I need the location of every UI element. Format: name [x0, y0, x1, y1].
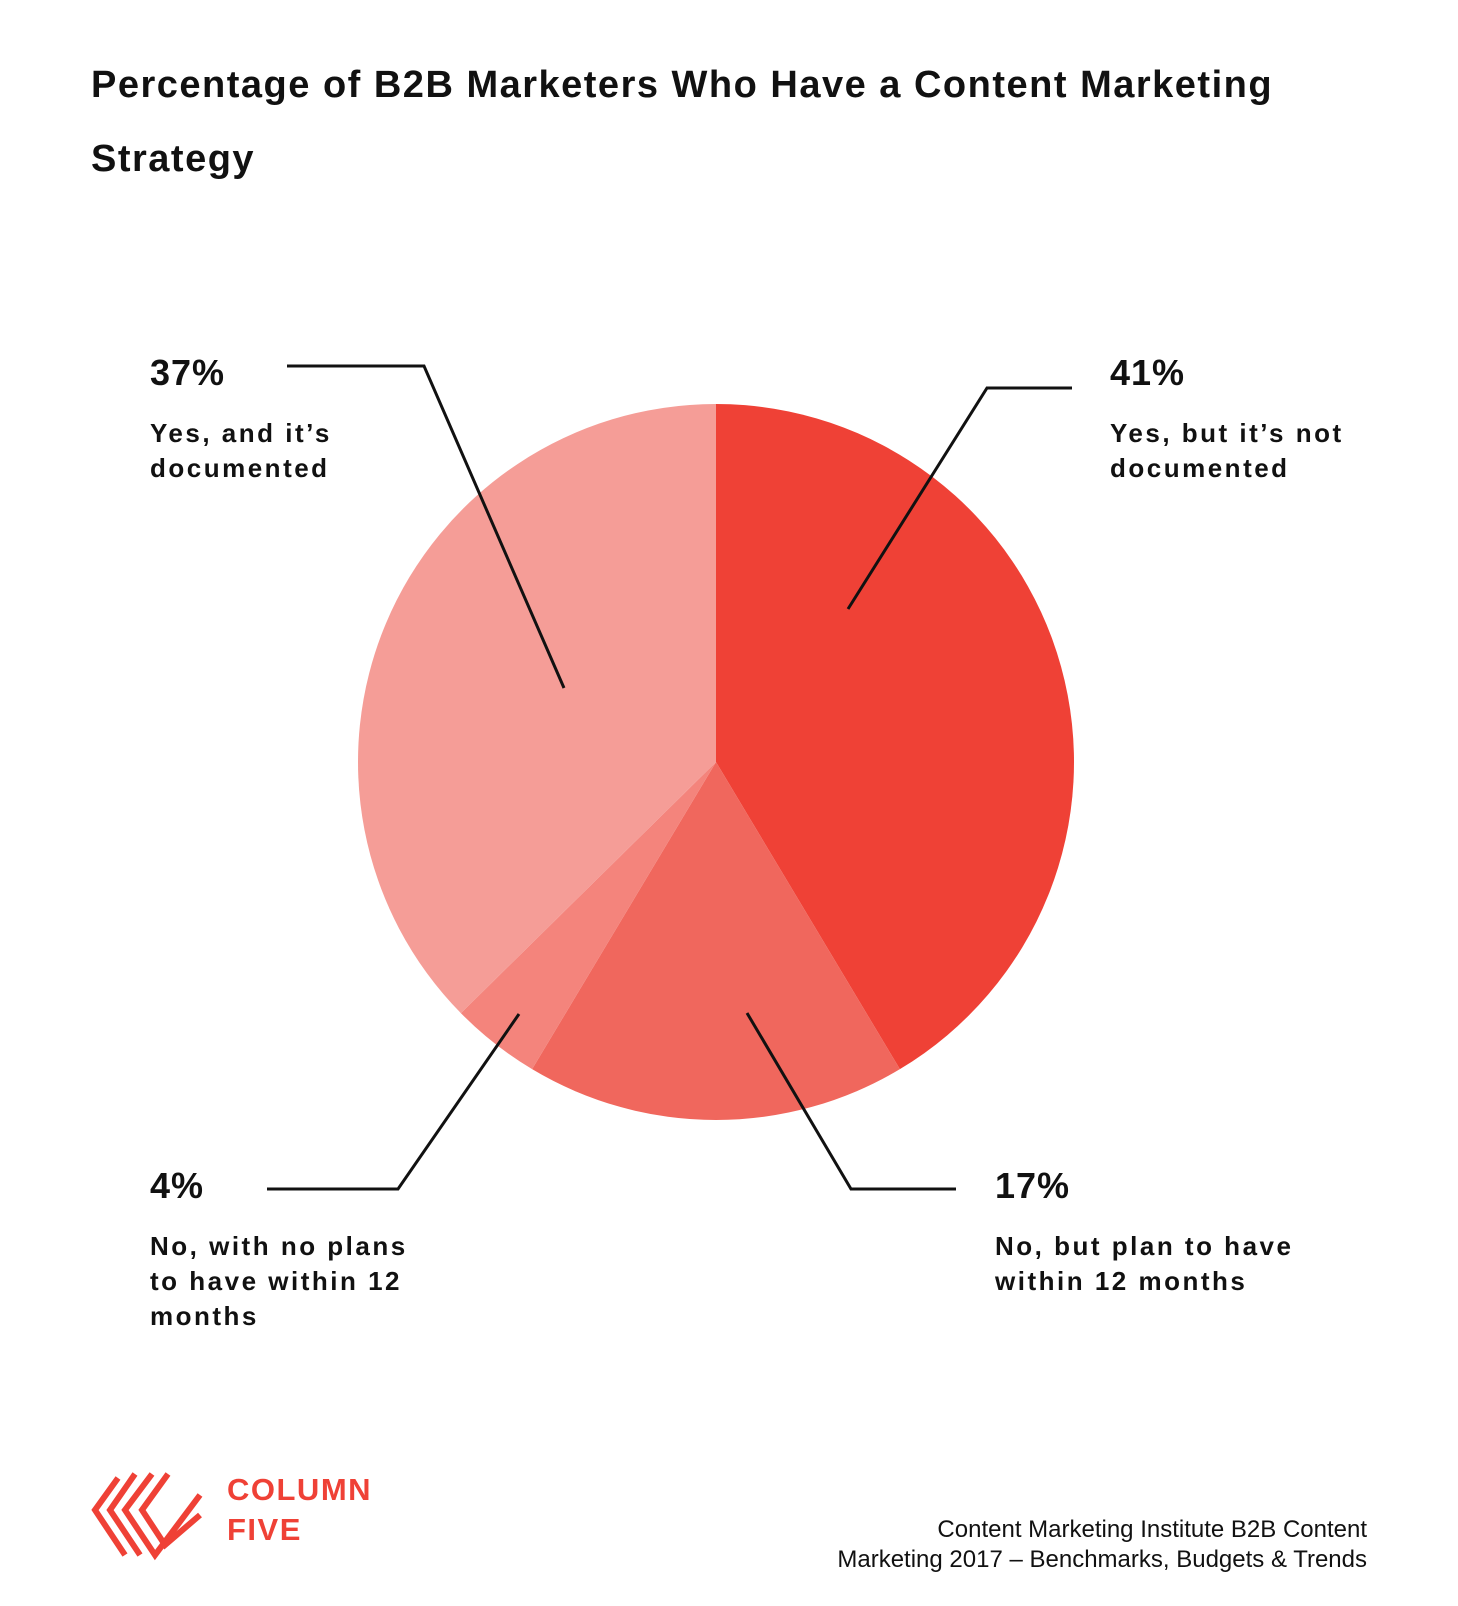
source-line: Marketing 2017 – Benchmarks, Budgets & T… — [837, 1546, 1367, 1573]
logo-icon — [91, 1472, 203, 1561]
category-label: No, with no plans to have within 12 mont… — [150, 1231, 408, 1331]
logo-stroke — [106, 1472, 143, 1557]
source-line: Content Marketing Institute B2B Content — [937, 1516, 1367, 1543]
pie-slice — [716, 404, 1074, 1070]
value-label: 17% — [995, 1165, 1071, 1206]
pie-slice — [460, 762, 716, 1070]
pie-slice — [358, 404, 716, 1014]
pie-slice — [532, 762, 900, 1120]
value-label: 37% — [150, 352, 226, 393]
category-label: Yes, and it’s documented — [150, 418, 332, 483]
logo-stroke — [121, 1472, 203, 1561]
value-label: 4% — [150, 1165, 205, 1206]
logo-stroke — [91, 1476, 128, 1557]
leader-line — [267, 1013, 521, 1191]
logo-text: FIVE — [227, 1512, 302, 1547]
leader-lines — [267, 364, 1072, 1191]
chart-title: Percentage of B2B Marketers Who Have a C… — [91, 64, 1274, 180]
leader-line — [846, 386, 1072, 610]
leader-line — [745, 1012, 956, 1191]
logo-text: COLUMN — [227, 1472, 373, 1507]
category-label: No, but plan to have within 12 months — [995, 1231, 1294, 1296]
category-label: Yes, but it’s not documented — [1110, 418, 1344, 483]
logo-stroke — [138, 1472, 202, 1550]
leader-line — [287, 364, 566, 689]
value-label: 41% — [1110, 352, 1186, 393]
